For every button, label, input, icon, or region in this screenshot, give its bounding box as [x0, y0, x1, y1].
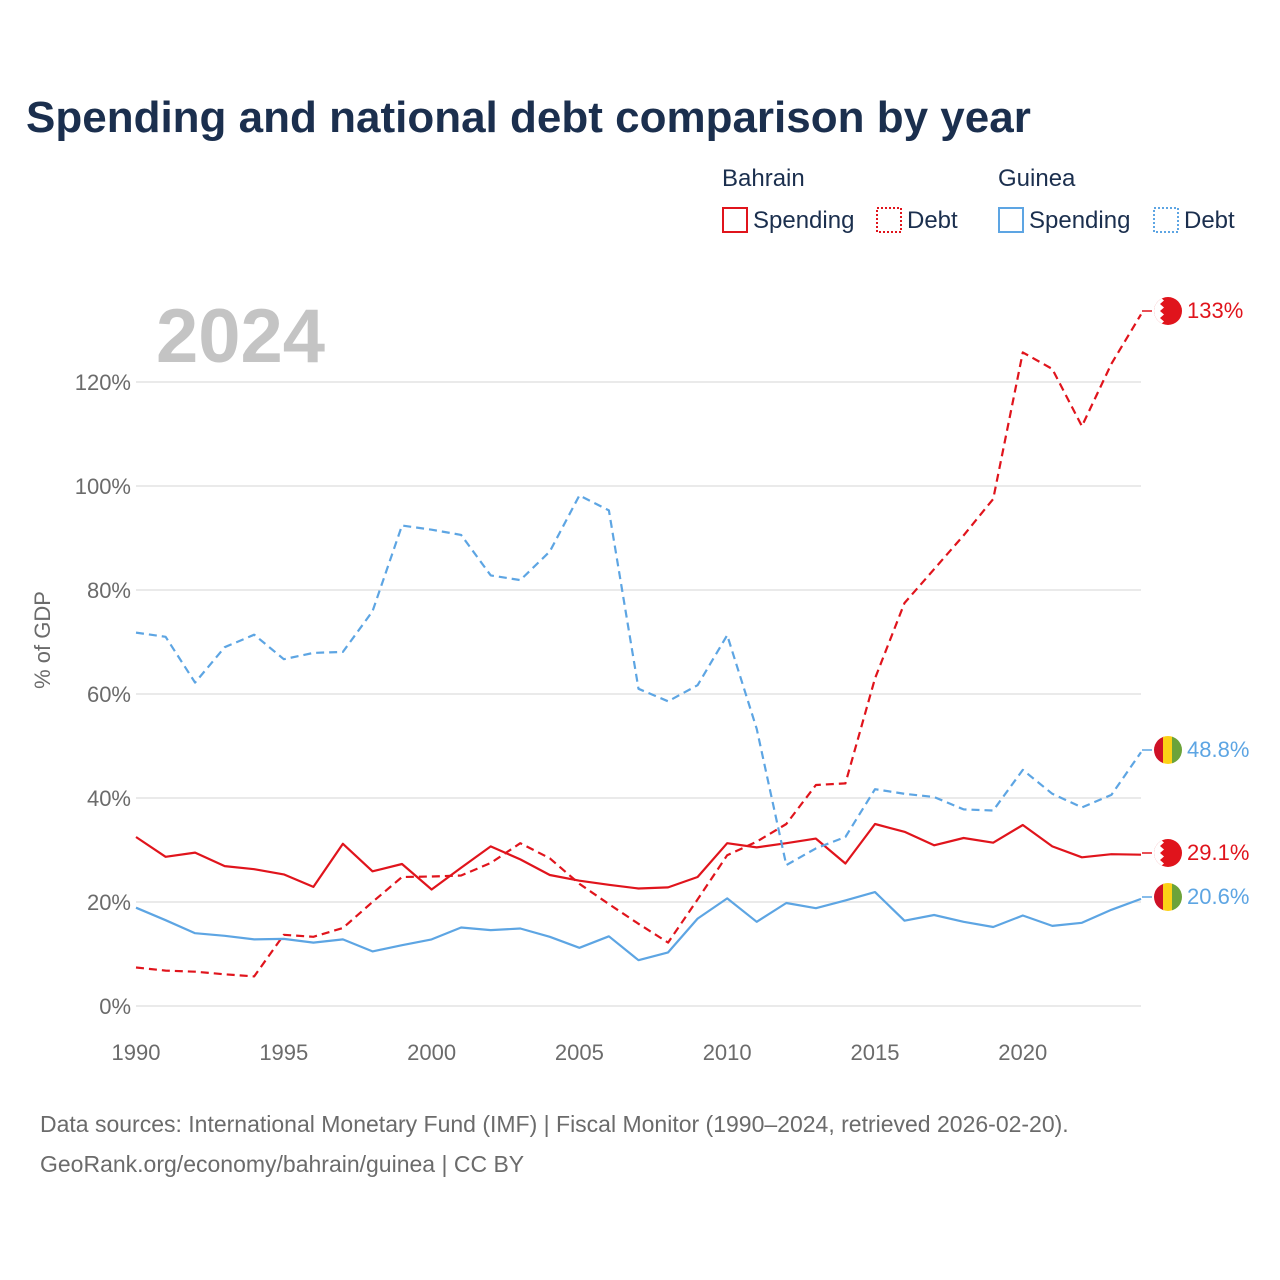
y-tick-label: 20%: [87, 890, 131, 915]
series-line-guinea-spending: [135, 890, 1142, 962]
y-axis-ticks: 0% 20% 40% 60% 80% 100% 120%: [75, 370, 131, 1019]
legend-label-guinea-debt: Debt: [1184, 207, 1235, 234]
x-tick-label: 2015: [850, 1040, 899, 1065]
y-tick-label: 60%: [87, 682, 131, 707]
legend-label-guinea-spending: Spending: [1029, 207, 1130, 234]
x-tick-label: 2020: [998, 1040, 1047, 1065]
bahrain-flag-icon: [1154, 839, 1182, 867]
guinea-flag-icon: [1154, 736, 1182, 764]
end-label-bahrain-debt: 133%: [1187, 298, 1243, 323]
legend: Bahrain Spending Debt Guinea Spending De…: [722, 165, 1235, 234]
y-axis-label: % of GDP: [30, 591, 55, 689]
chart-title: Spending and national debt comparison by…: [26, 93, 1031, 142]
x-tick-label: 1990: [112, 1040, 161, 1065]
x-axis-ticks: 1990 1995 2000 2005 2010 2015 2020: [112, 1040, 1048, 1065]
x-tick-label: 1995: [259, 1040, 308, 1065]
y-tick-label: 0%: [99, 994, 131, 1019]
source-line-2: GeoRank.org/economy/bahrain/guinea | CC …: [40, 1151, 524, 1177]
series-line-bahrain-spending: [135, 822, 1142, 891]
y-tick-label: 120%: [75, 370, 131, 395]
legend-country-bahrain: Bahrain: [722, 165, 805, 192]
end-marker-bahrain-spending: 29.1%: [1142, 839, 1249, 867]
legend-swatch-bahrain-spending: [722, 207, 748, 233]
end-label-guinea-debt: 48.8%: [1187, 737, 1249, 762]
y-tick-label: 40%: [87, 786, 131, 811]
legend-swatch-guinea-debt: [1153, 207, 1179, 233]
series-line-bahrain-debt: [135, 313, 1142, 978]
bahrain-flag-icon: [1154, 297, 1182, 325]
end-marker-guinea-spending: 20.6%: [1142, 883, 1249, 911]
x-tick-label: 2005: [555, 1040, 604, 1065]
end-marker-guinea-debt: 48.8%: [1142, 736, 1249, 764]
gridlines: [136, 381, 1141, 1007]
legend-label-bahrain-spending: Spending: [753, 207, 854, 234]
year-watermark: 2024: [156, 294, 325, 379]
y-tick-label: 80%: [87, 578, 131, 603]
end-label-bahrain-spending: 29.1%: [1187, 840, 1249, 865]
end-label-guinea-spending: 20.6%: [1187, 884, 1249, 909]
x-tick-label: 2000: [407, 1040, 456, 1065]
series-line-guinea-debt: [135, 494, 1142, 867]
legend-swatch-guinea-spending: [998, 207, 1024, 233]
y-tick-label: 100%: [75, 474, 131, 499]
legend-swatch-bahrain-debt: [876, 207, 902, 233]
legend-label-bahrain-debt: Debt: [907, 207, 958, 234]
x-tick-label: 2010: [703, 1040, 752, 1065]
source-line-1: Data sources: International Monetary Fun…: [40, 1111, 1069, 1137]
end-marker-bahrain-debt: 133%: [1142, 297, 1243, 325]
guinea-flag-icon: [1154, 883, 1182, 911]
legend-country-guinea: Guinea: [998, 165, 1076, 192]
series-lines: [135, 313, 1142, 978]
